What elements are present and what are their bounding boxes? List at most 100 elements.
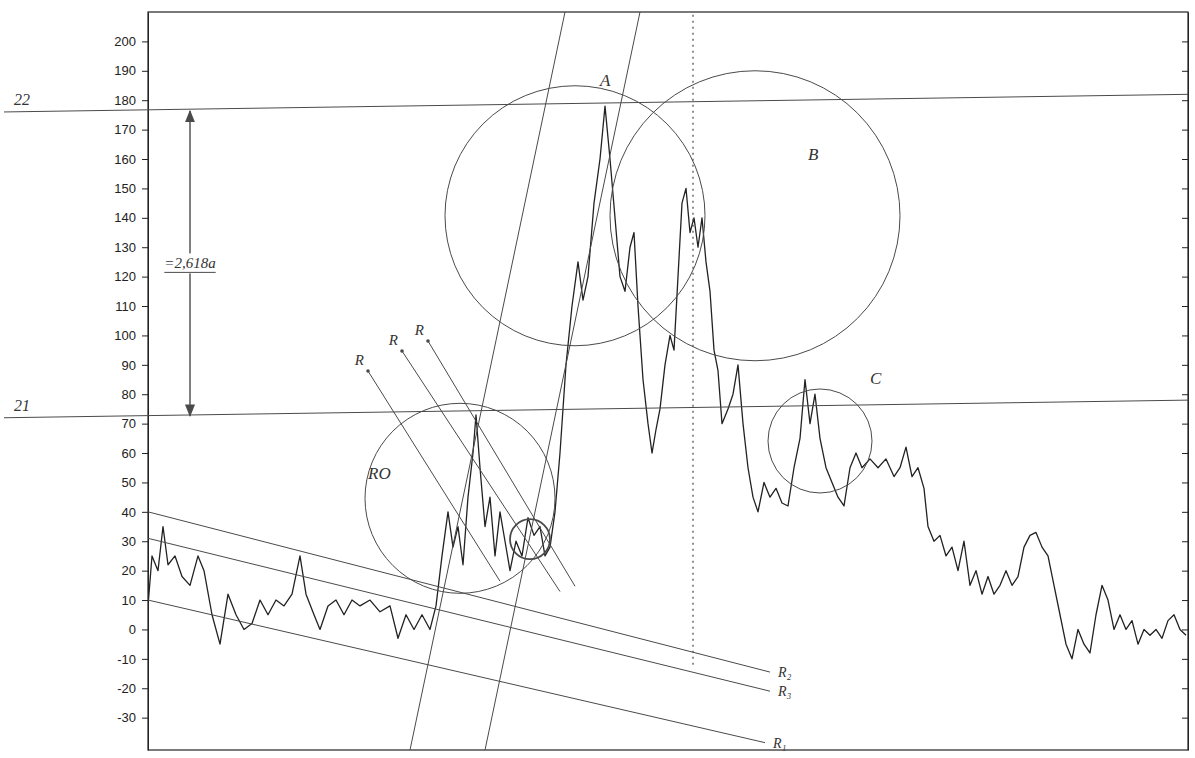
wave-label: A [599, 71, 611, 90]
y-tick-label: 50 [122, 475, 136, 490]
y-tick-right [1182, 159, 1188, 160]
y-tick-mark-right [1182, 541, 1188, 542]
y-tick-label: 30 [122, 534, 136, 549]
y-tick-label: 160 [114, 152, 136, 167]
y-tick-right [1182, 718, 1188, 719]
y-tick-mark [142, 247, 148, 248]
wave-circle [768, 389, 872, 493]
y-tick-label: 150 [114, 181, 136, 196]
wave-circle [365, 403, 555, 593]
y-tick-right [1182, 218, 1188, 219]
y-tick-right [1182, 41, 1188, 42]
y-tick: 130 [114, 240, 148, 255]
y-tick-label: 120 [114, 269, 136, 284]
annotation-texts: 2221=2,618aR₂R₃R₁RRRROABC [14, 71, 882, 751]
channel-line [410, 12, 565, 750]
y-tick-mark-right [1182, 482, 1188, 483]
y-tick: 90 [122, 357, 148, 372]
y-tick-right [1182, 306, 1188, 307]
y-tick-label: 60 [122, 446, 136, 461]
y-tick-label: 130 [114, 240, 136, 255]
trend-label: R₁ [772, 736, 786, 751]
level-line [4, 94, 1188, 112]
y-tick-mark [142, 100, 148, 101]
y-axis-right [1182, 13, 1189, 751]
background [0, 0, 1195, 758]
y-tick: 120 [114, 269, 148, 284]
y-tick-mark-right [1182, 218, 1188, 219]
y-tick-label: 200 [114, 34, 136, 49]
y-tick-mark-right [1182, 277, 1188, 278]
y-tick: 30 [122, 534, 148, 549]
y-tick-right [1182, 541, 1188, 542]
y-tick-mark [142, 482, 148, 483]
y-tick-label: 40 [122, 505, 136, 520]
y-tick-mark-right [1182, 365, 1188, 366]
y-tick-mark-right [1182, 306, 1188, 307]
y-tick-label: -10 [117, 652, 136, 667]
trend-line [148, 512, 770, 672]
y-tick-mark-right [1182, 453, 1188, 454]
y-tick-mark-right [1182, 688, 1188, 689]
ray-label: R [414, 322, 424, 338]
y-tick-right [1182, 365, 1188, 366]
y-tick-mark [142, 659, 148, 660]
y-tick-mark [142, 335, 148, 336]
y-tick-mark-right [1182, 718, 1188, 719]
y-tick-label: 80 [122, 387, 136, 402]
y-tick-right [1182, 424, 1188, 425]
y-tick-mark [142, 159, 148, 160]
y-tick: 170 [114, 122, 148, 137]
y-axis-right-line [1188, 13, 1189, 751]
y-tick: -10 [117, 652, 148, 667]
wave-circle [445, 86, 705, 346]
y-tick-right [1182, 629, 1188, 630]
y-axis: -30-20-100102030405060708090100110120130… [114, 13, 148, 751]
y-tick-label: 100 [114, 328, 136, 343]
y-tick-mark-right [1182, 659, 1188, 660]
y-tick-right [1182, 71, 1188, 72]
wave-label: C [870, 369, 882, 388]
ray-start-dot [426, 339, 430, 343]
y-tick-mark [142, 718, 148, 719]
y-tick-label: 140 [114, 210, 136, 225]
y-tick-mark-right [1182, 394, 1188, 395]
y-tick-right [1182, 188, 1188, 189]
y-tick: 20 [122, 563, 148, 578]
y-tick: 150 [114, 181, 148, 196]
y-tick-label: 170 [114, 122, 136, 137]
y-tick-label: 180 [114, 93, 136, 108]
y-tick-right [1182, 100, 1188, 101]
wave-circle [610, 71, 900, 361]
y-tick: 190 [114, 63, 148, 78]
y-tick-mark [142, 130, 148, 131]
y-tick-label: -30 [117, 710, 136, 725]
chart-root: -30-20-100102030405060708090100110120130… [0, 0, 1195, 758]
y-tick-mark [142, 571, 148, 572]
wave-circle [510, 519, 550, 559]
trend-label: R₂ [777, 665, 792, 680]
y-tick-right [1182, 688, 1188, 689]
y-tick-mark-right [1182, 424, 1188, 425]
measure-label: =2,618a [164, 255, 215, 271]
ray-line [368, 371, 500, 581]
y-tick-label: 20 [122, 563, 136, 578]
y-tick-mark [142, 512, 148, 513]
wave-label: B [808, 145, 819, 164]
y-tick-mark [142, 218, 148, 219]
y-tick: 80 [122, 387, 148, 402]
trend-label: R₃ [777, 684, 792, 699]
y-tick-label: 70 [122, 416, 136, 431]
y-tick-mark [142, 600, 148, 601]
y-tick-right [1182, 247, 1188, 248]
ray-label: R [388, 332, 398, 348]
y-tick: -20 [117, 681, 148, 696]
y-tick-label: 190 [114, 63, 136, 78]
y-tick: 10 [122, 593, 148, 608]
ray-line [428, 341, 575, 586]
y-tick: 100 [114, 328, 148, 343]
y-tick-right [1182, 659, 1188, 660]
trend-line [148, 600, 765, 743]
y-tick: 160 [114, 152, 148, 167]
y-tick-mark-right [1182, 188, 1188, 189]
